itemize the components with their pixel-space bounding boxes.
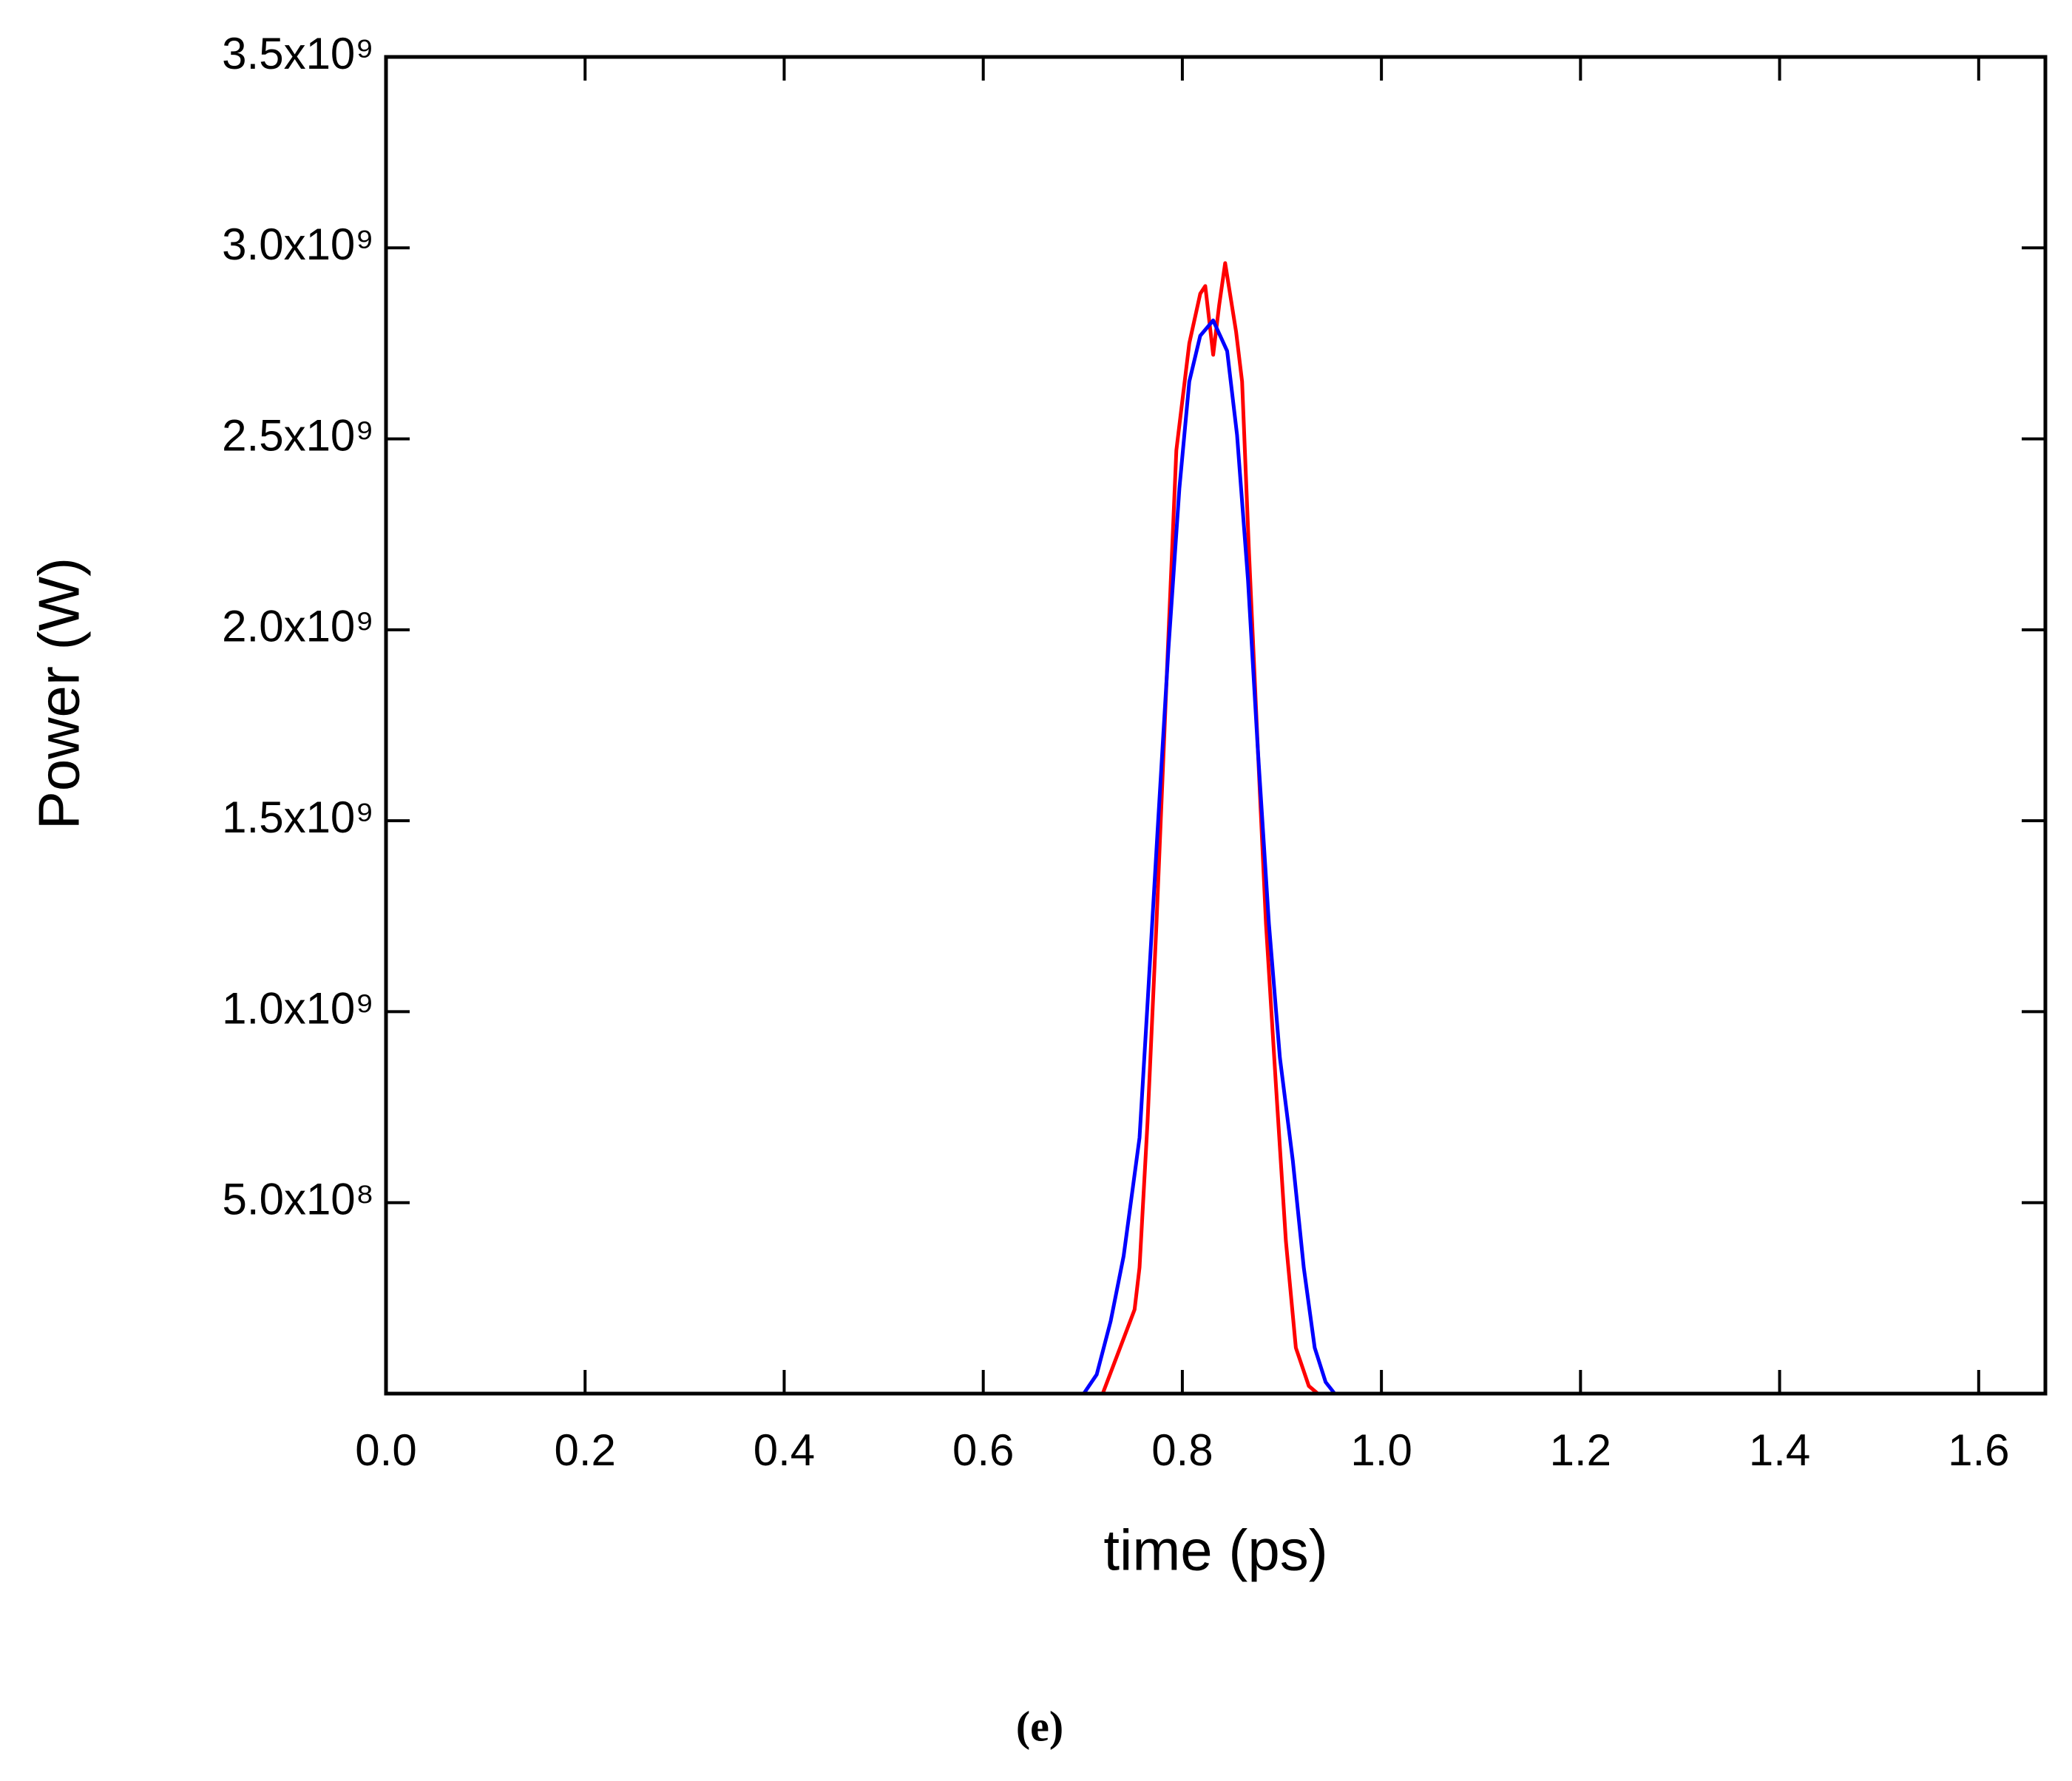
x-tick-label: 0.2 [555, 1425, 616, 1475]
y-tick-label: 3.5x10⁹ [222, 29, 374, 78]
y-tick-label: 2.5x10⁹ [222, 410, 374, 460]
x-tick-label: 1.2 [1550, 1425, 1611, 1475]
data-line [386, 261, 2045, 1396]
caption: (e) [1016, 1702, 1063, 1750]
x-tick-label: 1.6 [1948, 1425, 2009, 1475]
x-tick-label: 0.8 [1151, 1425, 1213, 1475]
x-tick-label: 0.0 [355, 1425, 416, 1475]
y-tick-label: 1.5x10⁹ [222, 793, 374, 842]
x-tick-label: 1.4 [1749, 1425, 1810, 1475]
x-tick-label: 0.4 [754, 1425, 815, 1475]
y-axis-title: Power (W) [27, 557, 92, 830]
x-axis-title: time (ps) [1103, 1518, 1327, 1583]
y-tick-label: 3.0x10⁹ [222, 220, 374, 269]
data-line [386, 318, 2045, 1396]
y-tick-label: 2.0x10⁹ [222, 602, 374, 651]
y-tick-label: 5.0x10⁸ [223, 1175, 374, 1224]
x-tick-label: 0.6 [952, 1425, 1014, 1475]
plot-frame [384, 55, 2048, 1396]
x-tick-label: 1.0 [1350, 1425, 1412, 1475]
y-tick-label: 1.0x10⁹ [222, 983, 374, 1033]
